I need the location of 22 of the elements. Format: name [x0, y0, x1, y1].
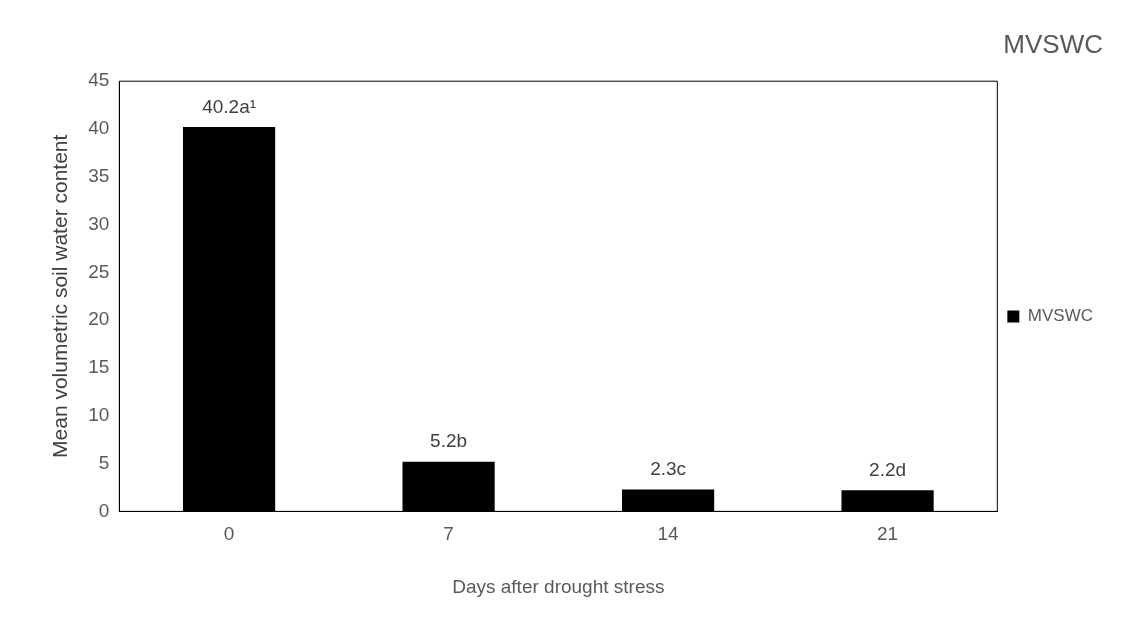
x-tick-label: 7	[443, 523, 454, 545]
y-tick-label: 0	[98, 499, 110, 521]
y-tick-label: 20	[88, 308, 110, 330]
data-label: 2.2d	[869, 459, 907, 481]
data-label: 5.2b	[430, 430, 468, 452]
x-tick-label: 14	[657, 523, 680, 545]
y-tick-label: 35	[88, 165, 110, 187]
y-tick-label: 10	[88, 404, 110, 426]
y-tick-label: 5	[98, 451, 110, 473]
y-tick-label: 45	[88, 69, 110, 91]
y-tick-label: 25	[88, 260, 110, 282]
y-tick-label: 30	[88, 212, 110, 234]
legend-label: MVSWC	[1027, 306, 1094, 326]
x-tick-label: 0	[223, 523, 235, 545]
y-tick-label: 40	[88, 117, 110, 139]
x-tick-label: 21	[877, 523, 899, 545]
x-axis-title: Days after drought stress	[452, 575, 665, 597]
data-label: 40.2a¹	[202, 95, 257, 117]
y-axis-title: Mean volumetric soil water content	[48, 134, 72, 458]
y-tick-label: 15	[88, 356, 110, 378]
text: MVSWC	[1003, 28, 1103, 59]
data-label: 2.3c	[650, 458, 687, 480]
